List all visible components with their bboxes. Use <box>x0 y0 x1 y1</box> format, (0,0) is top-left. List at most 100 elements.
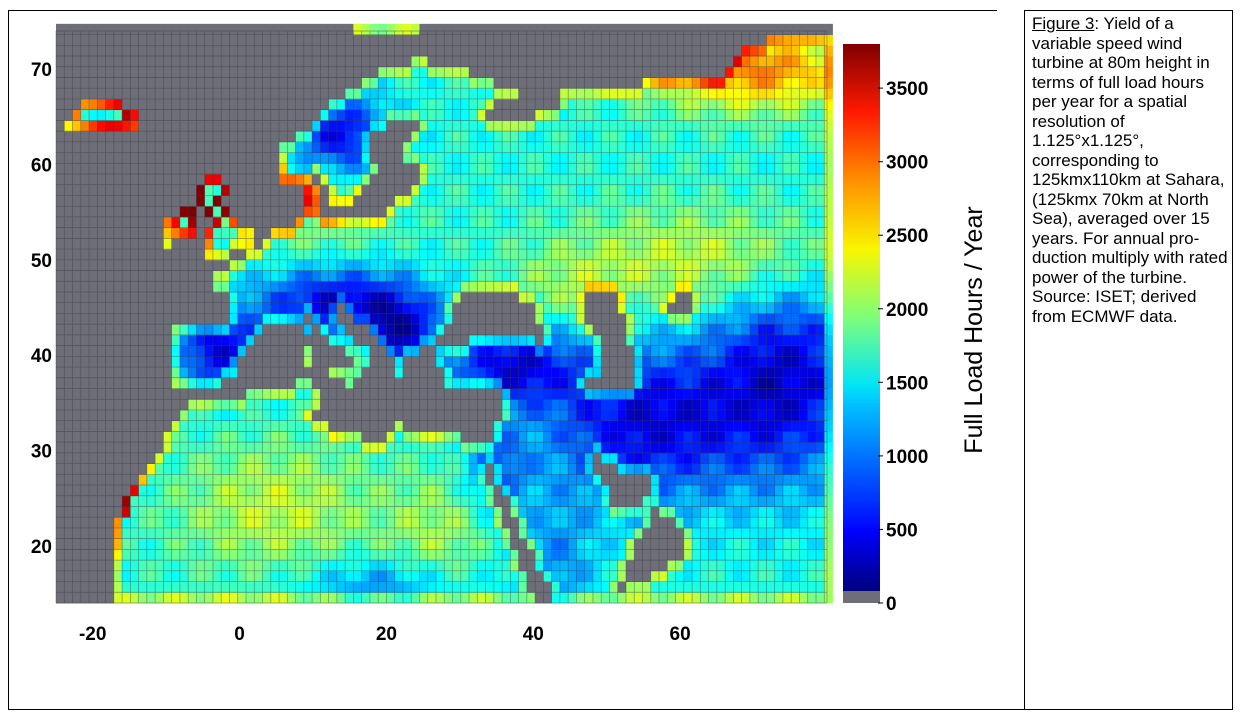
heatmap-cell <box>320 527 329 540</box>
heatmap-cell <box>568 527 577 540</box>
heatmap-cell <box>667 216 676 229</box>
heatmap-cell <box>782 302 792 314</box>
heatmap-cell <box>378 345 387 357</box>
heatmap-cell <box>353 152 363 164</box>
heatmap-cell <box>584 377 594 389</box>
heatmap-cell <box>328 88 338 100</box>
heatmap-cell <box>56 324 65 336</box>
heatmap-cell <box>700 474 709 486</box>
heatmap-cell <box>105 131 115 143</box>
heatmap-cell <box>146 538 156 550</box>
heatmap-cell <box>56 538 65 550</box>
heatmap-cell <box>113 570 123 582</box>
heatmap-cell <box>369 206 379 218</box>
heatmap-cell <box>287 45 296 57</box>
heatmap-cell <box>518 570 528 582</box>
heatmap-cell <box>609 592 619 604</box>
heatmap-cell <box>601 538 610 550</box>
heatmap-cell <box>312 281 321 293</box>
heatmap-cell <box>791 302 800 314</box>
heatmap-cell <box>221 291 230 304</box>
heatmap-cell <box>741 227 751 239</box>
heatmap-cell <box>113 388 123 400</box>
heatmap-cell <box>369 302 379 314</box>
heatmap-cell <box>345 399 354 411</box>
heatmap-cell <box>188 163 197 175</box>
heatmap-cell <box>518 152 528 164</box>
heatmap-cell <box>361 570 371 582</box>
heatmap-cell <box>692 463 701 475</box>
heatmap-cell <box>708 549 718 561</box>
heatmap-cell <box>576 495 586 507</box>
heatmap-cell <box>592 206 602 218</box>
heatmap-cell <box>56 506 65 518</box>
heatmap-cell <box>89 163 98 175</box>
heatmap-cell <box>667 538 676 550</box>
heatmap-cell <box>295 109 305 121</box>
heatmap-cell <box>155 527 164 540</box>
heatmap-cell <box>295 527 305 540</box>
heatmap-cell <box>444 238 453 250</box>
heatmap-cell <box>716 281 726 293</box>
heatmap-cell <box>361 141 371 153</box>
heatmap-cell <box>361 291 371 304</box>
heatmap-cell <box>725 517 734 529</box>
heatmap-cell <box>559 23 569 35</box>
heatmap-cell <box>196 409 206 422</box>
heatmap-cell <box>328 184 338 196</box>
heatmap-cell <box>667 227 676 239</box>
heatmap-cell <box>105 120 115 132</box>
heatmap-cell <box>634 56 643 68</box>
heatmap-cell <box>221 356 230 368</box>
heatmap-cell <box>229 163 239 175</box>
heatmap-cell <box>477 420 486 432</box>
heatmap-cell <box>394 581 404 593</box>
heatmap-cell <box>221 281 230 293</box>
heatmap-cell <box>526 517 536 529</box>
heatmap-cell <box>361 23 371 35</box>
heatmap-cell <box>56 581 65 593</box>
heatmap-cell <box>312 409 321 422</box>
heatmap-cell <box>270 324 280 336</box>
heatmap-cell <box>510 463 519 475</box>
heatmap-cell <box>394 302 404 314</box>
heatmap-cell <box>188 517 197 529</box>
heatmap-cell <box>155 388 164 400</box>
heatmap-cell <box>659 527 668 540</box>
heatmap-cell <box>601 249 610 261</box>
heatmap-cell <box>692 538 701 550</box>
heatmap-cell <box>212 291 222 304</box>
heatmap-cell <box>435 77 445 89</box>
heatmap-cell <box>237 66 247 78</box>
heatmap-cell <box>716 592 726 604</box>
heatmap-cell <box>526 452 536 464</box>
heatmap-cell <box>592 538 602 550</box>
heatmap-cell <box>171 463 181 475</box>
heatmap-cell <box>692 98 701 111</box>
heatmap-cell <box>799 88 809 100</box>
heatmap-cell <box>122 388 131 400</box>
heatmap-cell <box>625 420 635 432</box>
heatmap-cell <box>716 431 726 443</box>
heatmap-cell <box>650 249 660 261</box>
heatmap-cell <box>312 452 321 464</box>
heatmap-cell <box>692 195 701 207</box>
heatmap-cell <box>650 345 660 357</box>
heatmap-cell <box>411 249 420 261</box>
heatmap-cell <box>634 506 643 518</box>
heatmap-cell <box>559 324 569 336</box>
heatmap-cell <box>254 495 263 507</box>
heatmap-cell <box>221 324 230 336</box>
heatmap-cell <box>97 420 106 432</box>
heatmap-cell <box>774 281 784 293</box>
heatmap-cell <box>130 259 140 271</box>
heatmap-cell <box>543 474 553 486</box>
heatmap-cell <box>353 313 363 325</box>
heatmap-cell <box>716 152 726 164</box>
heatmap-cell <box>444 549 453 561</box>
heatmap-cell <box>179 324 189 336</box>
heatmap-cell <box>246 485 255 497</box>
heatmap-cell <box>105 345 115 357</box>
heatmap-cell <box>477 77 486 89</box>
heatmap-cell <box>402 463 412 475</box>
